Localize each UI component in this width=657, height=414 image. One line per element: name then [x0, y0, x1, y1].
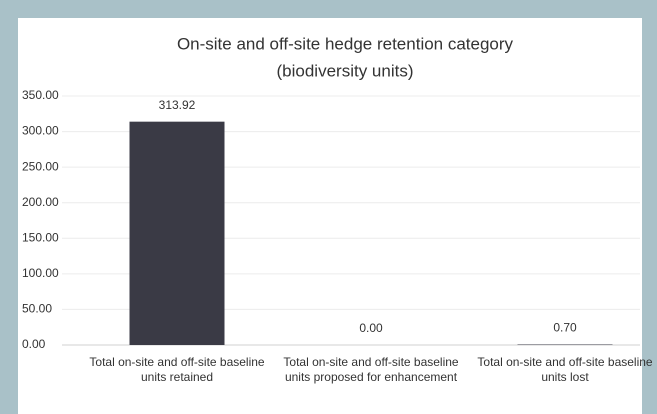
- y-tick-label: 0.00: [22, 337, 46, 351]
- y-tick-label: 150.00: [22, 230, 59, 244]
- chart-title: On-site and off-site hedge retention cat…: [177, 34, 514, 53]
- bar: [129, 121, 225, 346]
- data-label: 313.92: [159, 98, 196, 112]
- x-tick-label: Total on-site and off-site baseline unit…: [477, 355, 653, 384]
- chart-subtitle: (biodiversity units): [277, 61, 414, 80]
- y-tick-label: 300.00: [22, 124, 59, 138]
- y-tick-label: 350.00: [22, 88, 59, 102]
- chart-area: [18, 18, 642, 414]
- data-label: 0.70: [553, 321, 577, 335]
- y-tick-label: 50.00: [22, 302, 52, 316]
- y-tick-label: 100.00: [22, 266, 59, 280]
- x-tick-label: Total on-site and off-site baseline unit…: [283, 355, 459, 384]
- y-tick-label: 200.00: [22, 195, 59, 209]
- y-tick-label: 250.00: [22, 159, 59, 173]
- x-tick-label: Total on-site and off-site baseline unit…: [89, 355, 265, 384]
- data-label: 0.00: [359, 321, 383, 335]
